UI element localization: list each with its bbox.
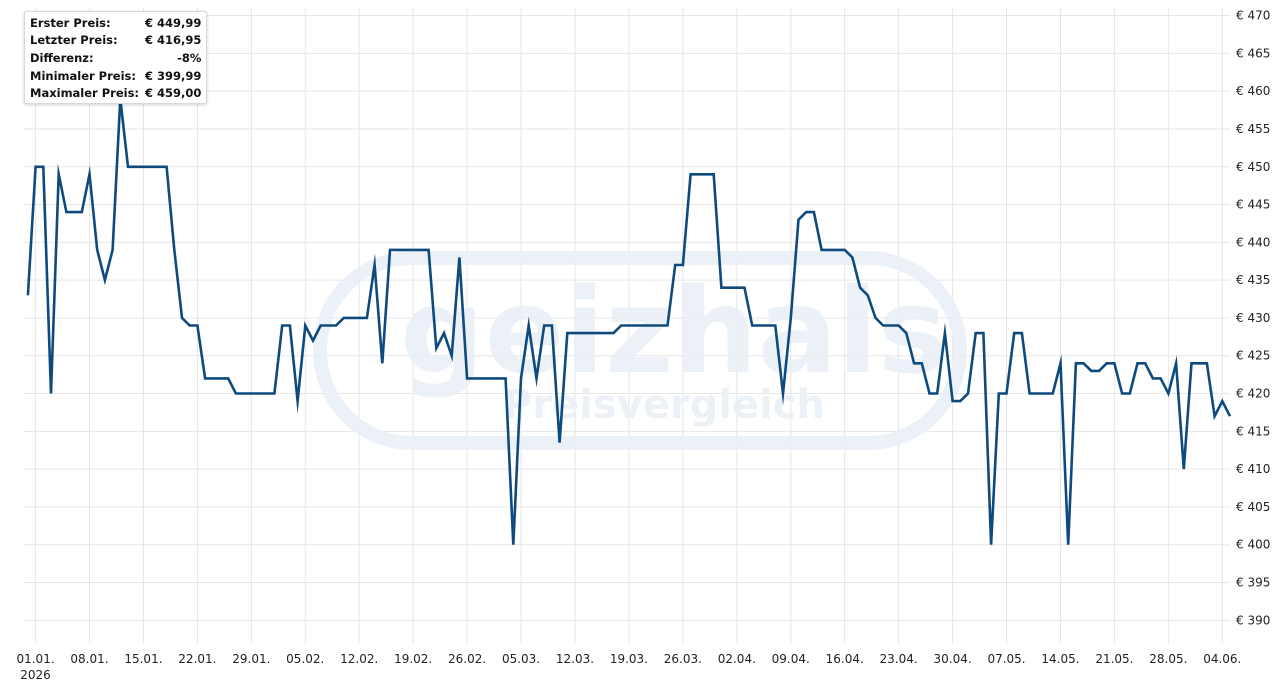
y-tick-label: € 410	[1236, 462, 1270, 476]
x-tick-label: 04.06.	[1203, 652, 1241, 666]
x-tick-label: 26.02.	[448, 652, 486, 666]
y-tick-label: € 430	[1236, 311, 1270, 325]
price-stats-table: Erster Preis: € 449,99 Letzter Preis: € …	[30, 14, 201, 102]
x-tick-label: 29.01.	[232, 652, 270, 666]
y-tick-label: € 440	[1236, 235, 1270, 249]
y-axis-labels: € 470 € 465 € 460 € 455 € 450 € 445 € 440 € 435…	[1236, 9, 1270, 628]
x-tick-label: 28.05.	[1149, 652, 1187, 666]
x-tick-label: 05.03.	[502, 652, 540, 666]
x-tick-label: 12.02.	[340, 652, 378, 666]
y-tick-label: € 455	[1236, 122, 1270, 136]
stat-row-first-price: Erster Preis: € 449,99	[30, 14, 201, 32]
stat-label: Minimaler Preis:	[30, 68, 136, 83]
y-tick-label: € 460	[1236, 84, 1270, 98]
price-series	[26, 98, 1232, 545]
x-tick-label: 16.04.	[826, 652, 864, 666]
stat-value: € 449,99	[145, 15, 202, 30]
x-tick-label: 26.03.	[664, 652, 702, 666]
x-axis-labels: 01.01. 08.01. 15.01. 22.01. 29.01. 05.02. 12.0…	[16, 652, 1241, 682]
y-tick-label: € 390	[1236, 613, 1270, 627]
y-tick-label: € 465	[1236, 46, 1270, 60]
x-tick-label: 07.05.	[987, 652, 1025, 666]
stat-row-min-price: Minimaler Preis: € 399,99	[30, 67, 201, 85]
watermark-tagline: Preisvergleich	[503, 382, 825, 428]
x-tick-label: 12.03.	[556, 652, 594, 666]
stat-label: Differenz:	[30, 50, 94, 65]
grid	[24, 8, 1230, 643]
x-tick-label: 01.01.	[16, 652, 54, 666]
x-tick-label: 02.04.	[718, 652, 756, 666]
watermark-brand: geizhals	[400, 262, 948, 400]
y-tick-label: € 405	[1236, 500, 1270, 514]
x-tick-label: 30.04.	[933, 652, 971, 666]
y-tick-label: € 445	[1236, 198, 1270, 212]
x-tick-label: 21.05.	[1095, 652, 1133, 666]
stat-label: Erster Preis:	[30, 15, 111, 30]
watermark-frame	[313, 251, 967, 450]
x-tick-label: 19.03.	[610, 652, 648, 666]
x-year-label: 2026	[20, 668, 51, 682]
y-tick-label: € 425	[1236, 349, 1270, 363]
x-tick-label: 08.01.	[70, 652, 108, 666]
y-tick-label: € 415	[1236, 424, 1270, 438]
geizhals-watermark: geizhals Preisvergleich	[313, 251, 967, 450]
x-tick-label: 15.01.	[124, 652, 162, 666]
y-tick-label: € 395	[1236, 576, 1270, 590]
x-tick-label: 22.01.	[178, 652, 216, 666]
stat-label: Maximaler Preis:	[30, 86, 140, 101]
stat-label: Letzter Preis:	[30, 33, 118, 48]
stat-value: € 459,00	[145, 86, 202, 101]
stat-row-last-price: Letzter Preis: € 416,95	[30, 32, 201, 50]
y-tick-label: € 400	[1236, 538, 1270, 552]
stat-row-max-price: Maximaler Preis: € 459,00	[30, 84, 201, 102]
stat-value: -8%	[177, 50, 202, 65]
y-tick-label: € 435	[1236, 273, 1270, 287]
y-tick-label: € 420	[1236, 387, 1270, 401]
y-tick-label: € 470	[1236, 9, 1270, 23]
x-tick-label: 09.04.	[772, 652, 810, 666]
stat-value: € 416,95	[145, 33, 202, 48]
stat-row-difference: Differenz: -8%	[30, 49, 201, 67]
y-tick-label: € 450	[1236, 160, 1270, 174]
x-tick-label: 19.02.	[394, 652, 432, 666]
x-tick-label: 14.05.	[1041, 652, 1079, 666]
x-tick-label: 23.04.	[880, 652, 918, 666]
price-line	[26, 98, 1232, 545]
x-tick-label: 05.02.	[286, 652, 324, 666]
price-stats-box: Erster Preis: € 449,99 Letzter Preis: € …	[24, 11, 208, 104]
stat-value: € 399,99	[145, 68, 202, 83]
